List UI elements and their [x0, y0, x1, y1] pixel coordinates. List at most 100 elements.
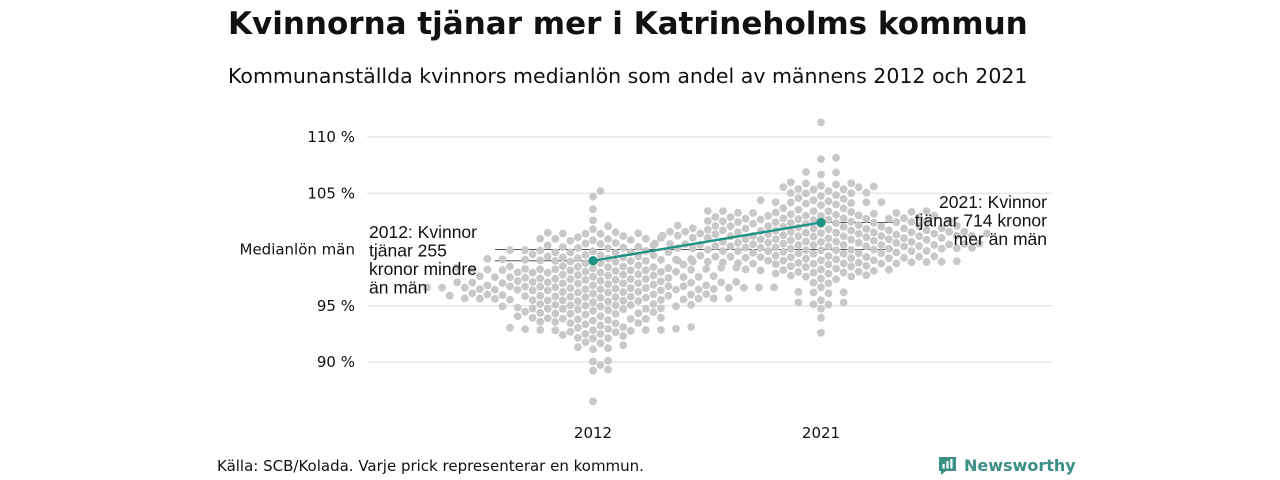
municipality-dot	[711, 213, 720, 221]
municipality-dot	[475, 285, 484, 293]
municipality-dot	[824, 234, 833, 243]
municipality-dot	[794, 215, 803, 224]
municipality-dot	[589, 289, 597, 298]
municipality-dot	[832, 210, 840, 219]
municipality-dot	[794, 298, 803, 307]
municipality-dot	[719, 217, 727, 226]
municipality-dot	[771, 208, 780, 217]
municipality-dot	[922, 226, 931, 235]
municipality-dot	[702, 290, 711, 298]
municipality-dot	[809, 241, 818, 250]
annotation-2012-line: tjänar 255	[369, 241, 447, 261]
municipality-dot	[634, 297, 643, 305]
municipality-dot	[854, 258, 863, 267]
municipality-dot	[664, 291, 673, 300]
municipality-dot	[581, 267, 590, 276]
municipality-dot	[589, 216, 597, 225]
municipality-dot	[802, 199, 810, 208]
newsworthy-logo-icon	[939, 457, 956, 475]
municipality-dot	[581, 251, 590, 259]
municipality-dot	[802, 254, 810, 263]
municipality-dot	[817, 296, 825, 305]
municipality-dot	[802, 168, 810, 176]
municipality-dot	[641, 293, 650, 302]
municipality-dot	[521, 246, 529, 255]
municipality-dot	[604, 288, 612, 297]
municipality-dot	[749, 209, 757, 217]
chart-title: Kvinnorna tjänar mer i Katrineholms komm…	[228, 6, 1028, 42]
municipality-dot	[892, 259, 901, 268]
municipality-dot	[566, 248, 575, 257]
municipality-dot	[726, 222, 735, 231]
municipality-dot	[975, 239, 984, 248]
municipality-dot	[634, 288, 643, 296]
municipality-dot	[604, 297, 612, 306]
municipality-dot	[817, 201, 825, 210]
municipality-dot	[824, 225, 833, 234]
municipality-dot	[651, 239, 659, 248]
municipality-dot	[536, 292, 545, 300]
y-tick-label: 90 %	[317, 353, 355, 371]
municipality-dot	[596, 339, 605, 348]
municipality-dot	[907, 258, 916, 267]
municipality-dot	[832, 275, 840, 284]
municipality-dot	[664, 248, 673, 257]
municipality-dot	[726, 242, 735, 251]
municipality-dot	[847, 179, 856, 188]
municipality-dot	[885, 244, 893, 253]
municipality-dot	[869, 267, 878, 275]
municipality-dot	[802, 189, 810, 198]
municipality-dot	[719, 258, 727, 267]
municipality-dot	[611, 257, 620, 266]
municipality-dot	[574, 315, 582, 324]
municipality-dot	[589, 236, 597, 245]
source-note: Källa: SCB/Kolada. Varje prick represent…	[217, 457, 644, 475]
municipality-dot	[536, 246, 545, 255]
municipality-dot	[521, 282, 529, 291]
municipality-dot	[817, 265, 825, 274]
municipality-dot	[483, 281, 492, 290]
municipality-dot	[611, 276, 620, 284]
municipality-dot	[764, 211, 773, 220]
municipality-dot	[817, 313, 825, 322]
municipality-dot	[619, 262, 628, 271]
municipality-dot	[543, 252, 552, 261]
municipality-dot	[574, 271, 582, 280]
municipality-dot	[596, 302, 605, 311]
municipality-dot	[711, 252, 720, 261]
municipality-dot	[619, 279, 628, 288]
municipality-dot	[952, 257, 961, 266]
municipality-dot	[649, 263, 658, 271]
municipality-dot	[619, 243, 628, 252]
municipality-dot	[817, 328, 825, 337]
municipality-dot	[657, 313, 665, 322]
municipality-dot	[536, 282, 545, 291]
municipality-dot	[619, 296, 628, 305]
municipality-dot	[937, 234, 946, 242]
municipality-dot	[604, 263, 612, 272]
brand-logo[interactable]: Newsworthy	[937, 455, 1076, 476]
municipality-dot	[536, 265, 545, 274]
municipality-dot	[892, 230, 901, 239]
municipality-dot	[657, 296, 665, 304]
municipality-dot	[832, 200, 840, 209]
municipality-dot	[900, 253, 908, 262]
municipality-dot	[506, 262, 514, 271]
municipality-dot	[589, 345, 597, 354]
municipality-dot	[688, 234, 697, 242]
municipality-dot	[847, 245, 856, 254]
municipality-dot	[543, 304, 552, 313]
municipality-dot	[521, 292, 529, 300]
municipality-dot	[528, 278, 537, 286]
municipality-dot	[551, 301, 560, 309]
municipality-dot	[703, 207, 712, 215]
municipality-dot	[734, 247, 742, 256]
municipality-dot	[930, 241, 939, 249]
municipality-dot	[589, 264, 597, 273]
municipality-dot	[732, 278, 741, 286]
municipality-dot	[817, 181, 825, 190]
municipality-dot	[634, 270, 643, 279]
y-tick-label: Medianlön män	[240, 241, 356, 259]
municipality-dot	[702, 265, 711, 273]
municipality-dot	[619, 270, 628, 279]
